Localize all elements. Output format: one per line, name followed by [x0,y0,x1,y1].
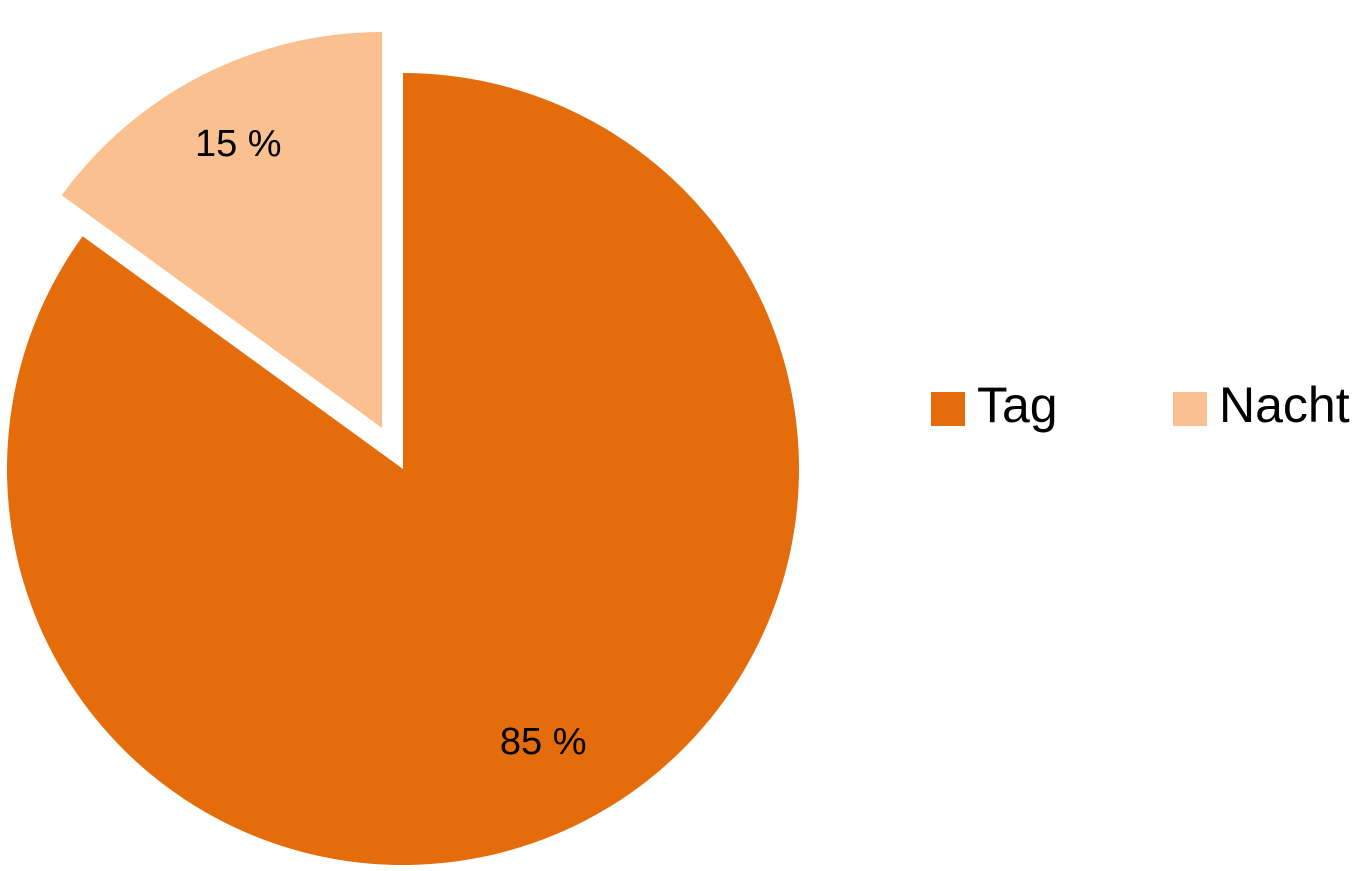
legend-swatch-tag [931,392,965,426]
data-label-nacht: 15 % [195,123,282,165]
legend: Tag Nacht [931,377,1350,433]
pie-slice-tag [6,73,800,865]
pie-data-labels: 85 % 15 % [195,123,587,763]
data-label-tag: 85 % [500,721,587,763]
pie-slice-nacht [61,32,383,429]
legend-swatch-nacht [1173,392,1207,426]
legend-label-tag: Tag [977,377,1058,433]
legend-label-nacht: Nacht [1219,377,1350,433]
pie-slices [6,32,800,865]
